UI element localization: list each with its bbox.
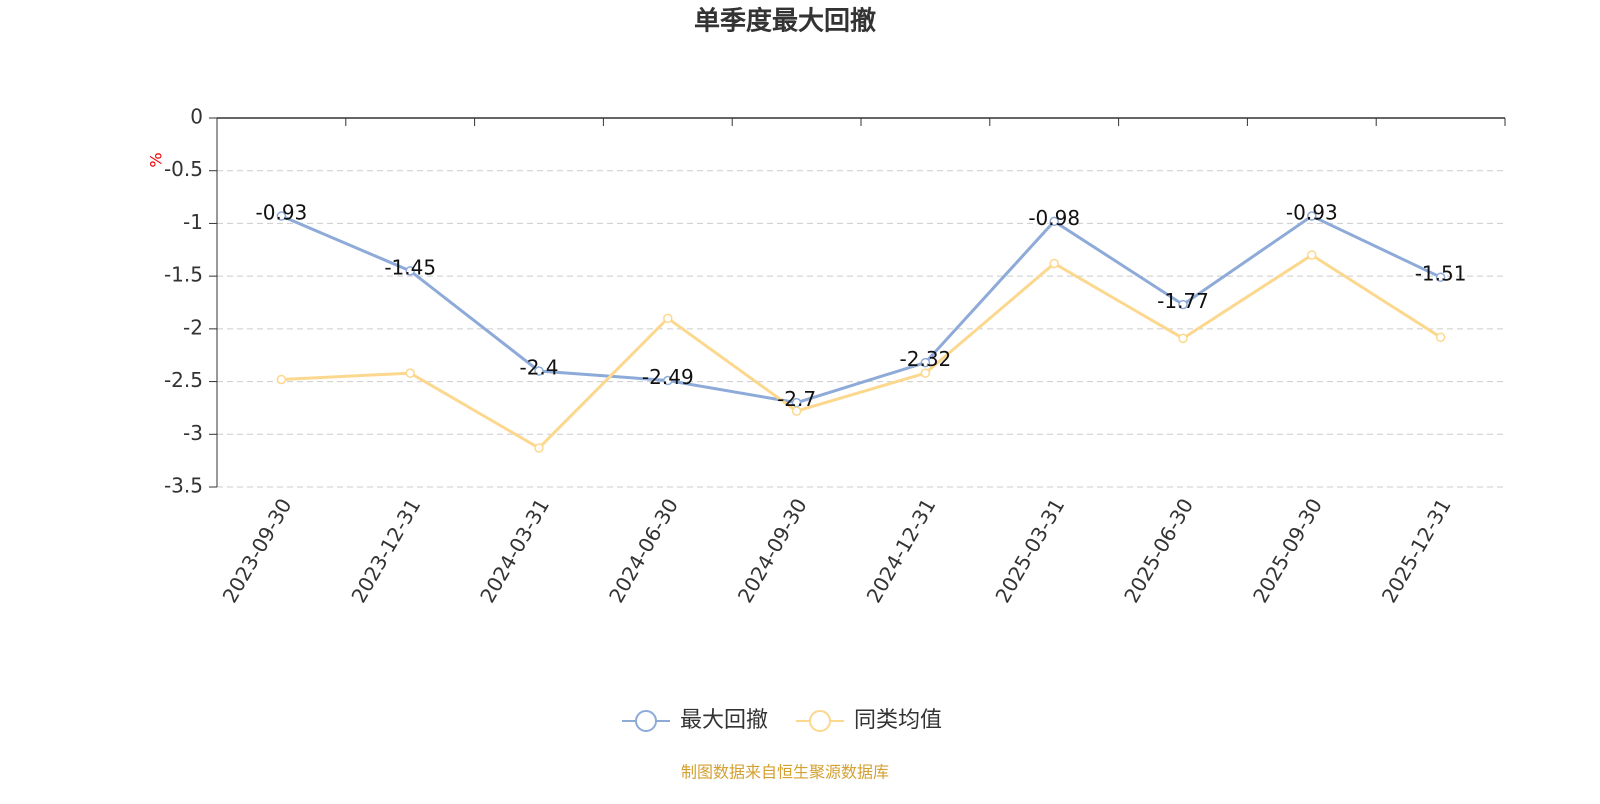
y-tick-label: -0.5 xyxy=(164,157,203,181)
y-tick-label: -1 xyxy=(183,210,203,234)
x-tick-label: 2024-06-30 xyxy=(604,494,683,607)
data-point xyxy=(1178,299,1188,310)
data-label: -2.7 xyxy=(777,387,816,411)
data-label: -1.77 xyxy=(1157,289,1209,313)
data-point xyxy=(1049,216,1059,227)
data-point xyxy=(534,366,544,376)
legend-label: 最大回撤 xyxy=(680,708,768,733)
x-tick-label: 2024-12-31 xyxy=(862,494,941,607)
y-tick-label: -3.5 xyxy=(164,474,203,498)
x-tick-label: 2025-03-31 xyxy=(990,494,1069,607)
x-tick-label: 2023-12-31 xyxy=(346,494,425,607)
data-point xyxy=(1049,258,1059,269)
data-point xyxy=(791,406,802,416)
x-tick-label: 2024-03-31 xyxy=(475,494,554,607)
data-label: -2.49 xyxy=(642,365,694,389)
data-label: -2.32 xyxy=(900,347,952,371)
legend-marker xyxy=(809,710,831,732)
legend-label: 同类均值 xyxy=(854,708,942,733)
y-tick-label: -2.5 xyxy=(164,368,203,392)
data-point xyxy=(276,374,287,385)
x-tick-label: 2023-09-30 xyxy=(218,494,297,607)
data-label: -2.4 xyxy=(519,356,558,380)
data-point xyxy=(1307,211,1317,221)
y-tick-label: -1.5 xyxy=(164,263,203,287)
data-point xyxy=(405,368,415,378)
data-point xyxy=(1178,333,1188,344)
y-tick-label: 0 xyxy=(190,105,203,129)
y-tick-label: -2 xyxy=(183,315,203,339)
data-point xyxy=(663,313,673,324)
data-label: -0.93 xyxy=(256,201,308,225)
data-point xyxy=(663,375,673,386)
data-point xyxy=(1307,250,1317,260)
data-label: -1.51 xyxy=(1415,262,1467,286)
source-note: 制图数据来自恒生聚源数据库 xyxy=(681,763,889,782)
data-point xyxy=(534,443,544,453)
series-line xyxy=(281,253,1442,450)
data-label: -0.98 xyxy=(1028,206,1080,230)
series-line xyxy=(280,214,1442,405)
data-point xyxy=(1435,272,1446,282)
data-label: -0.93 xyxy=(1286,201,1338,225)
x-tick-label: 2025-12-31 xyxy=(1377,494,1456,607)
x-tick-label: 2025-09-30 xyxy=(1248,494,1327,607)
x-tick-label: 2025-06-30 xyxy=(1119,494,1198,607)
data-point xyxy=(920,368,931,378)
y-tick-label: -3 xyxy=(183,421,203,445)
data-point xyxy=(276,211,287,221)
y-axis-label: % xyxy=(147,152,166,167)
x-tick-label: 2024-09-30 xyxy=(733,494,812,607)
data-point xyxy=(405,266,415,276)
legend-marker xyxy=(635,710,657,732)
data-point xyxy=(1435,332,1446,343)
chart-title: 单季度最大回撤 xyxy=(694,6,876,37)
data-label: -1.45 xyxy=(384,255,436,279)
data-point xyxy=(920,357,931,368)
